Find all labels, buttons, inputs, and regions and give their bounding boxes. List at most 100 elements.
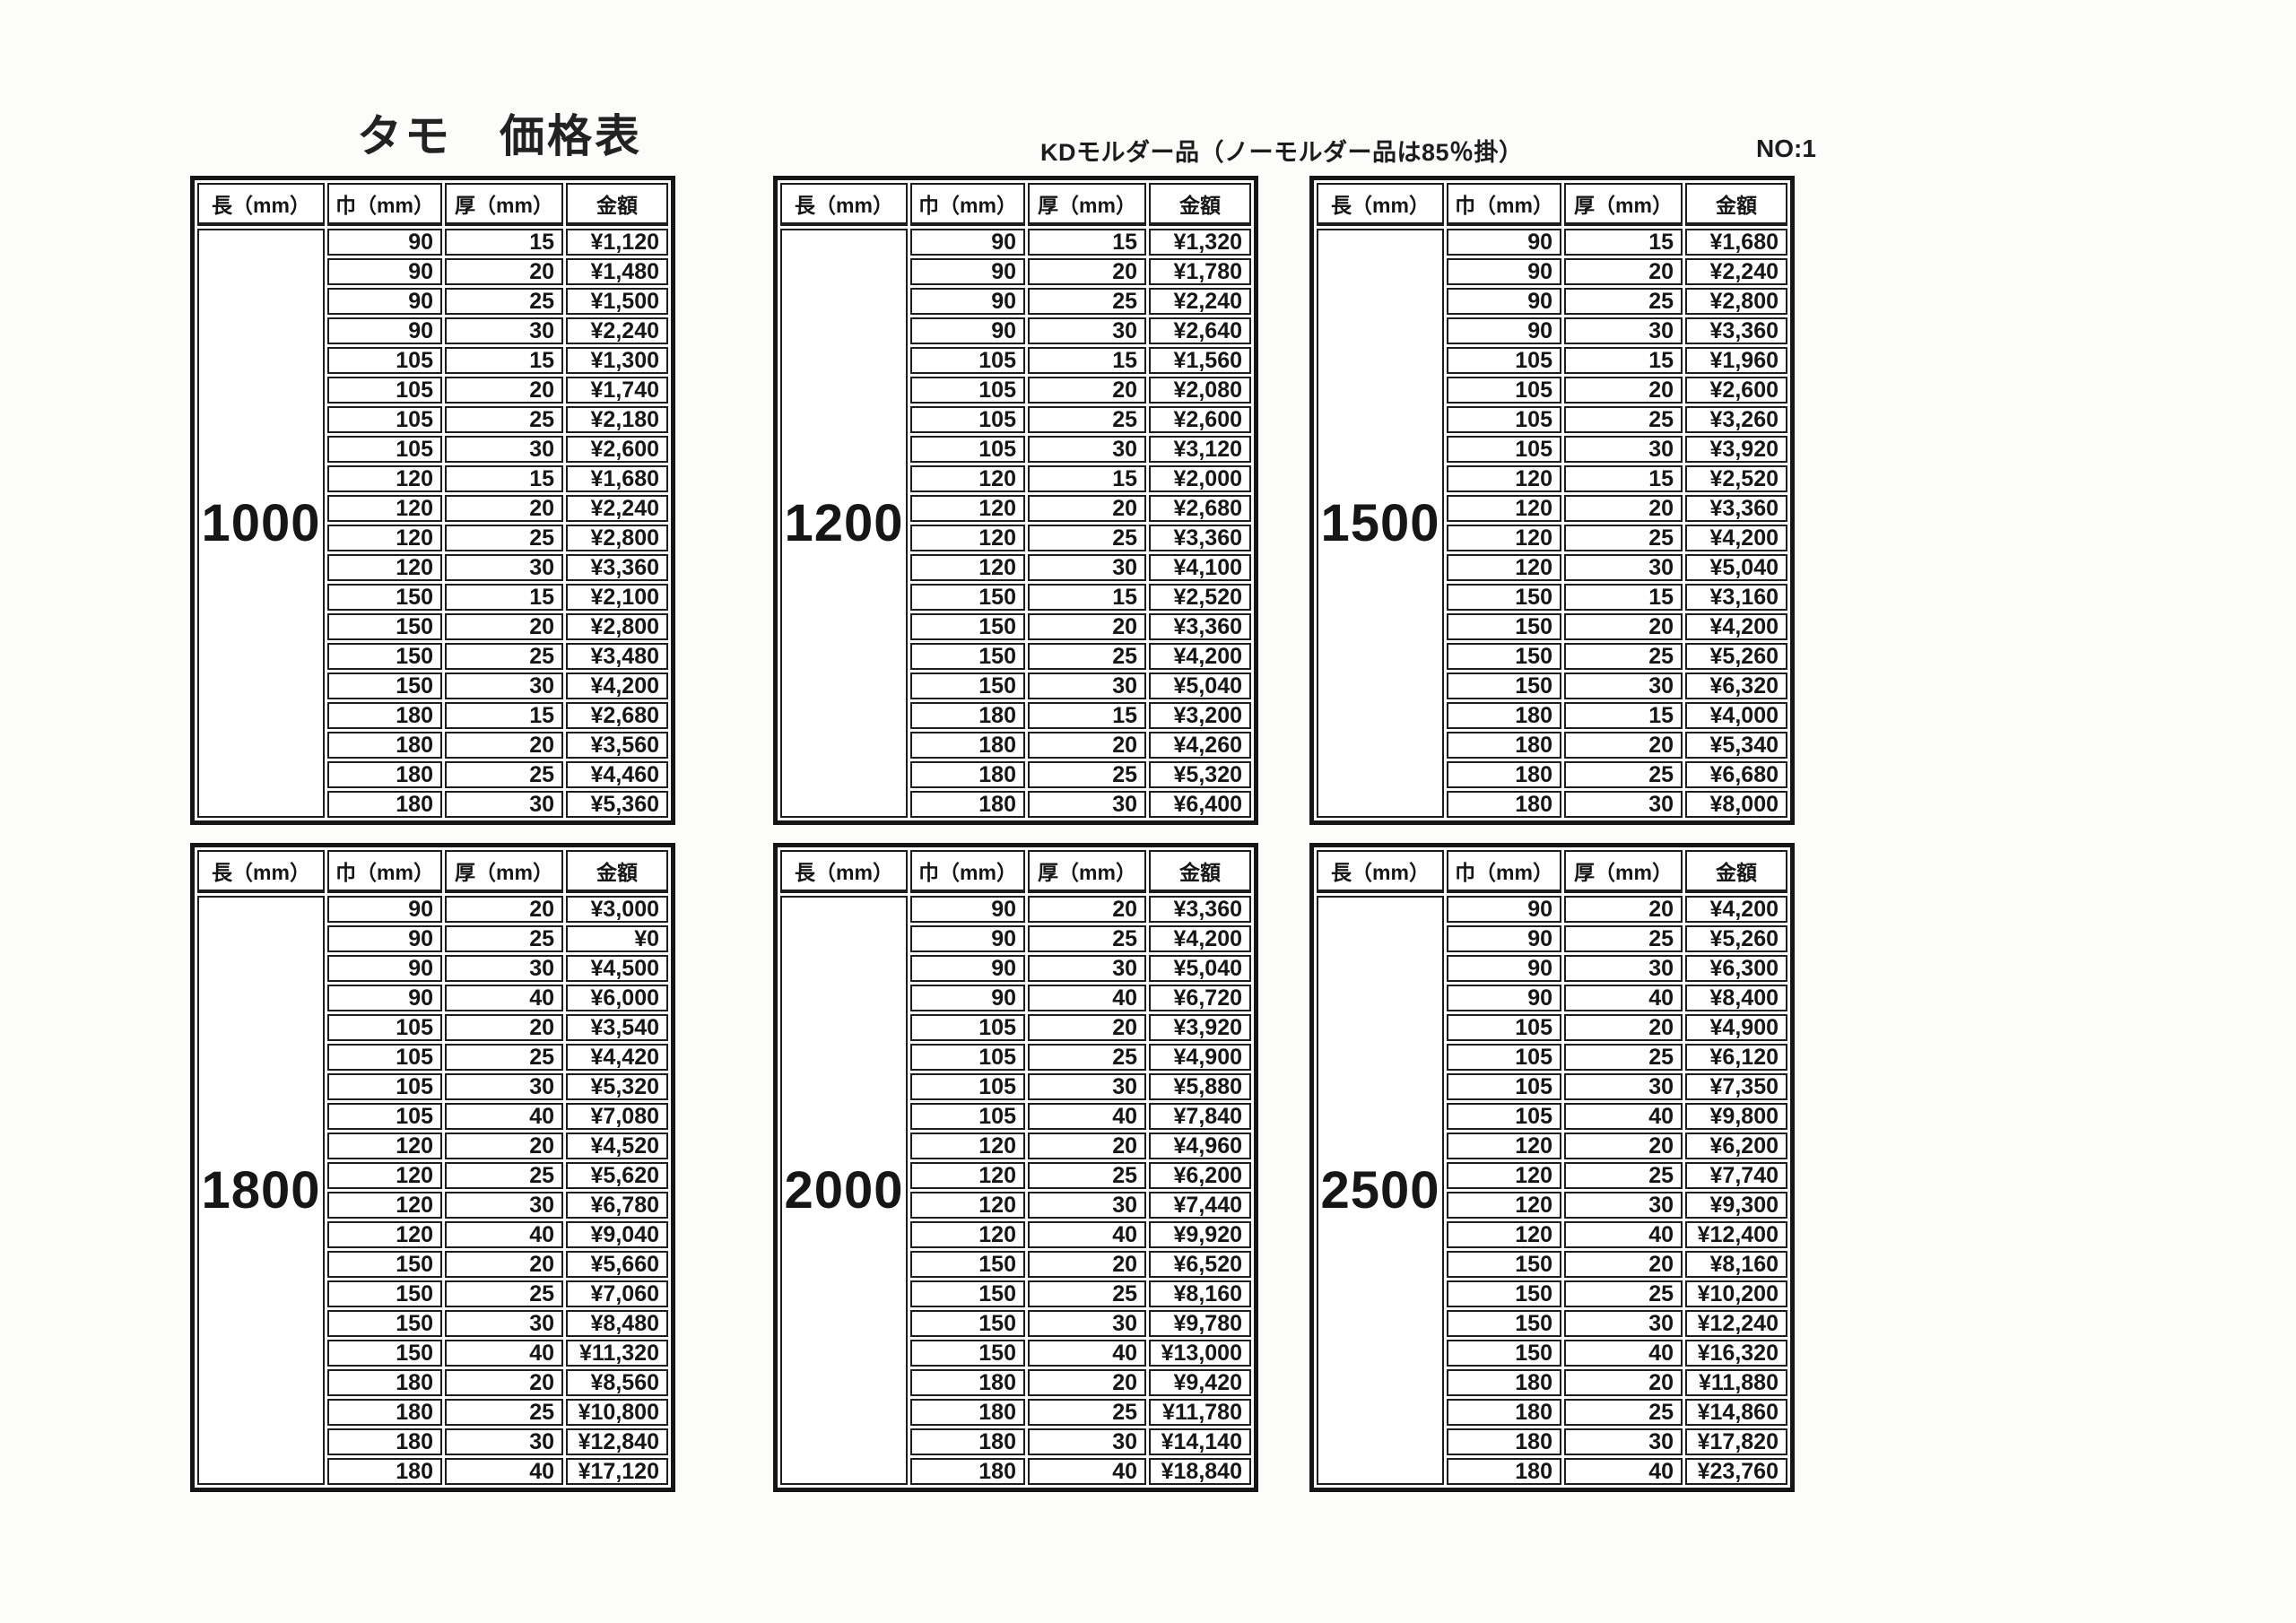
width-cell: 180: [327, 1428, 442, 1455]
width-cell: 105: [910, 1014, 1025, 1041]
price-cell: ¥8,480: [566, 1310, 668, 1337]
thickness-cell: 25: [1028, 525, 1146, 551]
width-cell: 150: [327, 1280, 442, 1307]
width-cell: 120: [1447, 1192, 1561, 1219]
width-cell: 105: [327, 1073, 442, 1100]
thickness-cell: 25: [1564, 288, 1683, 315]
thickness-cell: 20: [445, 1133, 563, 1159]
thickness-cell: 20: [1028, 377, 1146, 404]
price-row: 180 30 ¥12,840: [197, 1428, 668, 1455]
width-cell: 150: [1447, 1251, 1561, 1278]
width-cell: 180: [327, 732, 442, 759]
width-cell: 90: [910, 985, 1025, 1011]
thickness-cell: 40: [1564, 1458, 1683, 1485]
price-cell: ¥3,360: [1685, 317, 1787, 344]
thickness-cell: 15: [1564, 465, 1683, 492]
thickness-cell: 25: [445, 525, 563, 551]
price-row: 150 40 ¥16,320: [1317, 1340, 1787, 1367]
price-row: 90 30 ¥4,500: [197, 955, 668, 982]
price-cell: ¥4,900: [1149, 1044, 1251, 1071]
thickness-cell: 30: [445, 317, 563, 344]
thickness-cell: 30: [1564, 955, 1683, 982]
width-cell: 120: [910, 465, 1025, 492]
price-cell: ¥3,360: [1149, 896, 1251, 923]
width-cell: 150: [1447, 643, 1561, 670]
width-cell: 105: [1447, 436, 1561, 463]
price-cell: ¥1,120: [566, 229, 668, 256]
price-cell: ¥0: [566, 925, 668, 952]
price-row: 180 25 ¥6,680: [1317, 761, 1787, 788]
price-row: 105 15 ¥1,300: [197, 347, 668, 374]
thickness-cell: 20: [445, 1369, 563, 1396]
width-cell: 150: [327, 643, 442, 670]
thickness-cell: 40: [1564, 1103, 1683, 1130]
price-row: 150 30 ¥4,200: [197, 673, 668, 699]
width-cell: 90: [910, 317, 1025, 344]
width-cell: 150: [1447, 673, 1561, 699]
thickness-cell: 30: [1564, 673, 1683, 699]
thickness-cell: 30: [1028, 436, 1146, 463]
price-row: 90 30 ¥2,640: [780, 317, 1251, 344]
width-cell: 150: [910, 1251, 1025, 1278]
width-cell: 90: [910, 955, 1025, 982]
width-cell: 105: [1447, 347, 1561, 374]
width-cell: 105: [910, 377, 1025, 404]
thickness-cell: 15: [1028, 465, 1146, 492]
price-cell: ¥3,540: [566, 1014, 668, 1041]
price-row: 120 25 ¥2,800: [197, 525, 668, 551]
price-cell: ¥12,840: [566, 1428, 668, 1455]
price-cell: ¥4,200: [1685, 613, 1787, 640]
price-row: 1200 90 15 ¥1,320: [780, 229, 1251, 818]
price-row: 90 30 ¥2,240: [197, 317, 668, 344]
price-cell: ¥2,100: [566, 584, 668, 611]
thickness-cell: 40: [445, 1340, 563, 1367]
price-cell: ¥2,800: [1685, 288, 1787, 315]
price-cell: ¥7,350: [1685, 1073, 1787, 1100]
price-cell: ¥2,180: [566, 406, 668, 433]
thickness-cell: 25: [445, 643, 563, 670]
thickness-cell: 30: [1564, 436, 1683, 463]
price-cell: ¥7,740: [1685, 1162, 1787, 1189]
length-cell: 2000: [780, 896, 908, 1485]
thickness-cell: 30: [445, 1310, 563, 1337]
price-cell: ¥2,520: [1149, 584, 1251, 611]
price-row: 120 30 ¥6,780: [197, 1192, 668, 1219]
thickness-cell: 20: [445, 896, 563, 923]
thickness-cell: 15: [1564, 229, 1683, 256]
price-row: 180 15 ¥3,200: [780, 702, 1251, 729]
width-cell: 90: [1447, 925, 1561, 952]
price-row: 150 20 ¥2,800: [197, 613, 668, 640]
thickness-cell: 40: [1028, 1340, 1146, 1367]
price-row: 180 25 ¥14,860: [1317, 1399, 1787, 1426]
thickness-cell: 40: [445, 985, 563, 1011]
price-row: 120 20 ¥2,680: [780, 495, 1251, 522]
price-cell: ¥1,740: [566, 377, 668, 404]
price-cell: ¥8,400: [1685, 985, 1787, 1011]
price-cell: ¥9,920: [1149, 1221, 1251, 1248]
price-cell: ¥6,000: [566, 985, 668, 1011]
thickness-cell: 20: [1564, 495, 1683, 522]
width-cell: 180: [910, 1428, 1025, 1455]
width-cell: 150: [327, 1251, 442, 1278]
width-cell: 150: [327, 1340, 442, 1367]
price-cell: ¥11,780: [1149, 1399, 1251, 1426]
price-cell: ¥5,360: [566, 791, 668, 818]
price-row: 90 30 ¥5,040: [780, 955, 1251, 982]
price-cell: ¥2,240: [566, 317, 668, 344]
thickness-cell: 25: [1564, 643, 1683, 670]
price-cell: ¥7,060: [566, 1280, 668, 1307]
width-cell: 105: [910, 436, 1025, 463]
price-cell: ¥4,200: [1685, 896, 1787, 923]
price-cell: ¥4,200: [1149, 925, 1251, 952]
thickness-cell: 20: [445, 1251, 563, 1278]
price-cell: ¥3,920: [1685, 436, 1787, 463]
width-cell: 120: [910, 1162, 1025, 1189]
price-cell: ¥9,040: [566, 1221, 668, 1248]
price-cell: ¥1,500: [566, 288, 668, 315]
price-row: 105 25 ¥2,600: [780, 406, 1251, 433]
price-cell: ¥2,240: [566, 495, 668, 522]
width-cell: 90: [327, 985, 442, 1011]
width-column-header: 巾（mm）: [910, 183, 1025, 226]
page-number: NO:1: [1756, 135, 1816, 162]
width-cell: 105: [327, 1103, 442, 1130]
